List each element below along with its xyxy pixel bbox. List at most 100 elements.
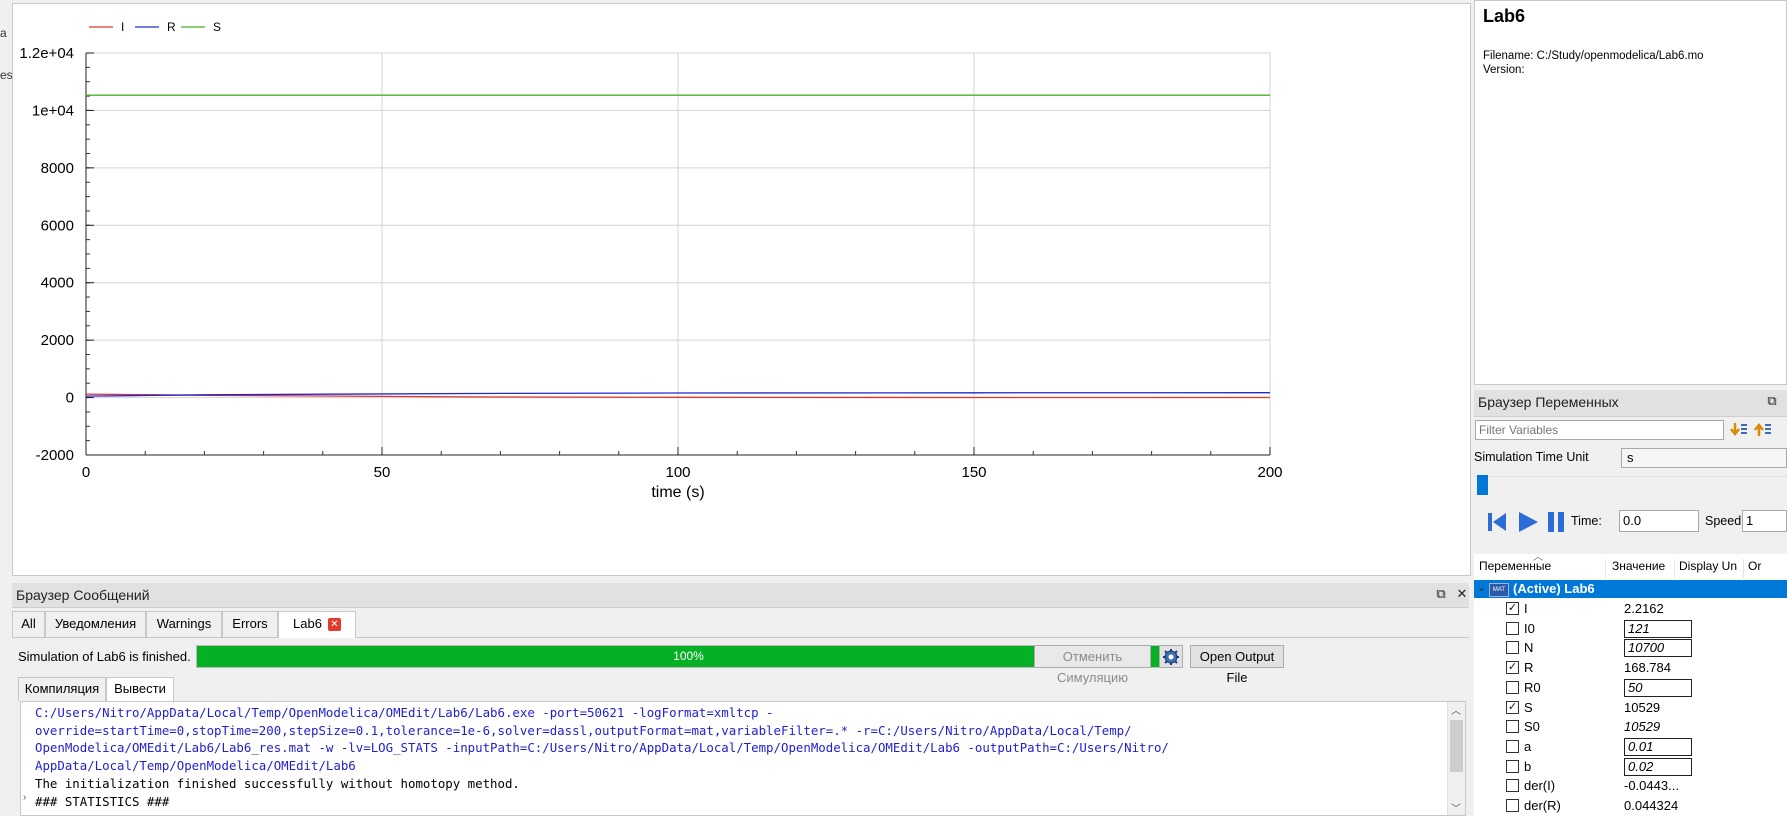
variable-name: R0 [1524,679,1541,695]
simulation-settings-button[interactable] [1159,645,1183,668]
scroll-down-icon[interactable]: ﹀ [1451,804,1461,815]
close-tab-icon[interactable]: ✕ [327,618,341,632]
variable-checkbox[interactable] [1506,759,1519,773]
simulation-plot[interactable]: 0 50 100 150 200 -2000 0 2000 4000 6000 8000 1e+04 1… [13,4,1470,575]
series-line-R [85,392,1271,397]
column-other[interactable]: Or [1744,559,1787,579]
subtab-compilation[interactable]: Компиляция [18,677,106,701]
message-browser-titlebar: Браузер Сообщений ⧉ ✕ [12,583,1469,608]
tab-all[interactable]: All [12,611,45,637]
simulation-progress-bar: 100% [196,645,1181,668]
message-browser: Браузер Сообщений ⧉ ✕ All Уведомления Wa… [12,583,1469,816]
variable-row[interactable]: N 10700 [1474,639,1787,659]
variable-value-input[interactable]: 121 [1624,619,1692,638]
variable-value: 2.2162 [1624,601,1664,616]
x-tick-label: 50 [374,464,391,481]
simulation-status-row: Simulation of Lab6 is finished. 100% Отм… [12,641,1469,685]
variable-name: N [1524,640,1534,656]
play-icon[interactable] [1516,510,1540,534]
simulation-output-log[interactable]: C:/Users/Nitro/AppData/Local/Temp/OpenMo… [20,701,1466,816]
variable-value-input[interactable]: 0.01 [1624,737,1692,756]
progress-label: 100% [673,649,704,663]
variable-checkbox[interactable] [1506,680,1519,694]
undock-icon[interactable]: ⧉ [1436,586,1446,601]
variable-checkbox[interactable] [1506,641,1519,655]
time-unit-select[interactable]: s [1621,448,1787,468]
rewind-icon[interactable] [1486,510,1508,534]
subtab-output[interactable]: Вывести [106,677,174,701]
variable-row[interactable]: der(I) -0.0443... [1474,777,1787,797]
y-tick-label: 4000 [41,275,74,292]
mat-file-icon: MAT [1489,583,1509,597]
cancel-simulation-button[interactable]: Отменить Симуляцию [1034,645,1151,685]
variable-row[interactable]: der(R) 0.044324 [1474,797,1787,816]
y-tick-label: 8000 [41,160,74,177]
time-slider-track[interactable] [1474,476,1787,485]
variable-name: I [1524,601,1528,616]
plot-window[interactable]: 0 50 100 150 200 -2000 0 2000 4000 6000 8000 1e+04 1… [12,3,1471,576]
variable-checkbox[interactable] [1506,739,1519,753]
y-tick-label: 6000 [41,217,74,234]
y-tick-label: 2000 [41,332,74,349]
expand-arrow-icon[interactable]: › [23,792,27,803]
variable-row[interactable]: S0 10529 [1474,718,1787,738]
active-model-row[interactable]: ⌄ MAT (Active) Lab6 [1474,580,1787,598]
open-output-file-button[interactable]: Open Output File [1190,645,1284,685]
variable-checkbox[interactable] [1506,799,1519,812]
variable-row[interactable]: R0 50 [1474,678,1787,699]
column-variables[interactable]: Переменные [1479,559,1606,579]
sort-indicator-icon: ︿ [1533,552,1543,563]
variable-checkbox[interactable] [1506,779,1519,793]
variable-name: der(I) [1524,778,1556,794]
undock-icon[interactable]: ⧉ [1767,393,1777,408]
variable-value-input[interactable]: 50 [1624,678,1692,697]
collapse-all-icon[interactable] [1753,420,1773,440]
chevron-down-icon[interactable]: ⌄ [1477,582,1487,594]
variable-value: 168.784 [1624,660,1671,676]
y-tick-label: 0 [66,390,74,407]
tab-warnings[interactable]: Warnings [146,611,222,637]
variable-checkbox[interactable]: ✓ [1506,602,1519,615]
output-scrollbar[interactable]: ︿ ﹀ [1447,702,1465,815]
variable-value-input[interactable]: 10700 [1624,639,1692,658]
variables-browser-titlebar: Браузер Переменных ⧉ [1474,390,1787,417]
filter-variables-input[interactable] [1475,420,1724,440]
y-tick-label: 1e+04 [32,102,74,119]
output-line: override=startTime=0,stopTime=200,stepSi… [35,722,1132,738]
column-display-unit[interactable]: Display Un [1675,559,1744,579]
variable-row[interactable]: a 0.01 [1474,737,1787,758]
tab-lab6-label: Lab6 [293,616,322,631]
column-value[interactable]: Значение [1608,559,1675,579]
variable-name: b [1524,758,1532,774]
variable-value: 10529 [1624,699,1661,715]
variable-row[interactable]: b 0.02 [1474,757,1787,778]
variable-row[interactable]: ✓ R 168.784 [1474,659,1787,679]
pause-icon[interactable] [1545,510,1567,534]
scroll-up-icon[interactable]: ︿ [1451,706,1461,717]
time-slider-handle[interactable] [1477,475,1488,495]
variable-row[interactable]: ✓ I 2.2162 [1474,600,1787,620]
variable-value: 0.044324 [1624,798,1679,813]
expand-all-icon[interactable] [1729,420,1749,440]
speed-input[interactable]: 1 [1742,510,1787,532]
tab-errors[interactable]: Errors [222,611,278,637]
time-input[interactable]: 0.0 [1619,510,1699,532]
message-browser-title: Браузер Сообщений [16,587,150,603]
variable-value-input[interactable]: 0.02 [1624,757,1692,776]
variable-row[interactable]: ✓ S 10529 [1474,699,1787,719]
variable-checkbox[interactable]: ✓ [1506,700,1519,714]
model-filename: Filename: C:/Study/openmodelica/Lab6.mo [1483,50,1704,62]
variable-checkbox[interactable]: ✓ [1506,661,1519,675]
scroll-thumb[interactable] [1450,720,1463,772]
variable-value: 10529 [1624,719,1661,735]
variable-checkbox[interactable] [1506,720,1519,734]
variable-checkbox[interactable] [1506,621,1519,635]
message-tabs: All Уведомления Warnings Errors Lab6 ✕ [12,609,1469,638]
close-icon[interactable]: ✕ [1456,586,1468,601]
variable-row[interactable]: I0 121 [1474,619,1787,640]
legend-label-S: S [213,20,221,34]
tab-notifications[interactable]: Уведомления [45,611,146,637]
tab-lab6[interactable]: Lab6 ✕ [278,611,356,638]
variable-name: a [1524,738,1532,754]
gear-icon [1163,649,1179,665]
